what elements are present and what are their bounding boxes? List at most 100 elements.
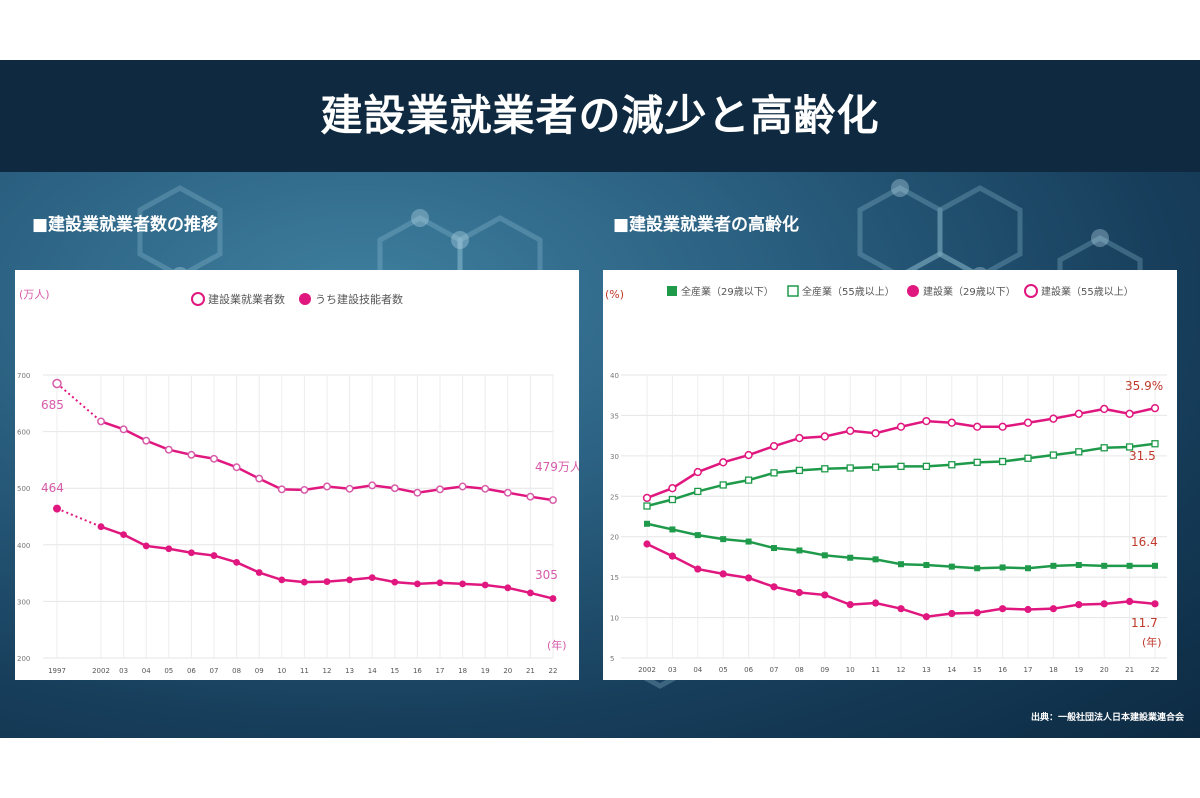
title-bar [0, 60, 1200, 172]
data-point-con29 [1100, 600, 1108, 608]
data-point-all29 [694, 532, 701, 539]
legend-marker-skilled [299, 293, 311, 305]
data-point-all55 [897, 462, 905, 471]
x-tick-label: 15 [973, 666, 982, 674]
data-point-con29 [846, 601, 854, 609]
data-point-all55 [668, 495, 677, 504]
data-point-con55 [998, 422, 1007, 431]
data-point-skilled [120, 531, 127, 539]
data-point-con55 [846, 426, 855, 435]
x-tick-label: 08 [795, 666, 804, 674]
data-point-con55 [719, 458, 728, 467]
data-point-con55 [744, 450, 753, 460]
grid-lines [43, 374, 554, 659]
series-gap-dotted-line [56, 507, 102, 528]
data-point-skilled [527, 589, 534, 597]
data-point-con55 [820, 432, 829, 441]
x-axis-label: (年) [547, 638, 567, 652]
x-tick-label: 16 [413, 667, 422, 675]
data-point-skilled [414, 580, 421, 588]
y-tick-label: 700 [17, 372, 30, 380]
data-point-con29 [745, 574, 753, 582]
x-tick-label: 04 [693, 666, 702, 674]
x-tick-label: 16 [998, 666, 1007, 674]
y-tick-label: 40 [610, 372, 619, 380]
aging-chart: 5 10 15 20 25 30 35 40 2002 03 04 05 06 07 08 09 10 11 12… [605, 284, 1167, 674]
source-note: 出典：一般社団法人日本建設業連合会 [1030, 713, 1184, 723]
data-point-total [187, 450, 196, 459]
data-point-con29 [821, 591, 829, 599]
legend-marker-all55 [787, 285, 799, 297]
data-point-total [526, 492, 535, 501]
y-tick-label: 500 [17, 485, 30, 493]
data-point-all29 [644, 520, 650, 527]
y-axis-label: (万人) [19, 288, 50, 301]
data-point-skilled [481, 581, 489, 589]
legend-marker-con29 [907, 285, 919, 297]
data-point-con55 [769, 442, 779, 451]
x-tick-label: 21 [526, 667, 535, 675]
slide-title: 建設業就業者の減少と高齢化 [320, 91, 880, 140]
data-point-all55 [1100, 444, 1108, 452]
label-first-total: 685 [41, 398, 64, 412]
data-point-total [300, 485, 309, 494]
x-tick-label: 05 [164, 667, 173, 675]
data-point-all29 [1050, 562, 1057, 569]
legend-label-total: 建設業就業者数 [208, 292, 285, 306]
data-point-con55 [1100, 404, 1109, 414]
data-point-con55 [1125, 409, 1134, 418]
data-point-con29 [1049, 605, 1057, 613]
data-point-all29 [1152, 562, 1158, 569]
data-point-all29 [923, 562, 930, 569]
x-tick-label: 14 [947, 666, 956, 674]
x-tick-label: 1997 [48, 667, 66, 675]
data-point-total [142, 436, 151, 445]
data-point-con29 [1151, 600, 1159, 608]
data-point-all29 [720, 536, 727, 543]
left-chart-panel: 200 300 400 500 600 700 1997 2002 03 04 05 06 07 08 0… [15, 270, 582, 680]
legend-label-skilled: うち建設技能者数 [315, 292, 403, 306]
data-point-con29 [719, 570, 727, 578]
data-point-con29 [872, 599, 880, 607]
legend-marker-all29 [667, 286, 677, 296]
y-tick-label: 20 [610, 534, 619, 542]
data-point-all29 [872, 556, 879, 563]
data-point-con55 [871, 429, 880, 438]
data-point-all29 [1075, 562, 1082, 569]
data-point-all55 [821, 465, 829, 473]
x-axis-label: (年) [1142, 635, 1162, 649]
x-tick-label: 15 [390, 667, 399, 675]
data-point-skilled [368, 574, 376, 582]
data-point-con55 [642, 493, 652, 503]
y-tick-label: 15 [610, 574, 619, 582]
y-axis-label: (%) [605, 288, 624, 301]
data-point-skilled [255, 569, 263, 576]
legend-marker-con55 [1024, 284, 1038, 298]
x-tick-label: 03 [119, 667, 128, 675]
x-tick-label: 12 [323, 667, 332, 675]
data-point-con55 [1074, 409, 1083, 418]
data-point-total [549, 496, 557, 505]
legend-label-con55: 建設業（55歳以上） [1041, 285, 1134, 298]
data-point-skilled [278, 576, 286, 584]
data-point-all55 [871, 463, 880, 471]
y-tick-label: 200 [17, 655, 30, 663]
data-point-total [390, 484, 399, 493]
data-point-all29 [898, 561, 904, 568]
data-point-con29 [668, 552, 676, 560]
label-last-skilled: 305 [535, 568, 558, 582]
x-tick-label: 06 [187, 667, 196, 675]
right-chart-heading: ■建設業就業者の高齢化 [613, 215, 800, 235]
label-all55-last: 31.5 [1129, 449, 1156, 463]
legend: 建設業就業者数 うち建設技能者数 [191, 292, 403, 306]
x-tick-label: 07 [770, 666, 779, 674]
label-con29-last: 11.7 [1131, 616, 1158, 630]
data-point-skilled [233, 558, 241, 566]
data-point-all55 [973, 458, 981, 466]
data-point-all29 [821, 552, 828, 559]
x-tick-label: 09 [255, 667, 264, 675]
data-point-con55 [1150, 404, 1160, 413]
data-point-all55 [1125, 443, 1134, 451]
y-tick-label: 35 [610, 412, 619, 420]
x-tick-label: 19 [1074, 666, 1083, 674]
